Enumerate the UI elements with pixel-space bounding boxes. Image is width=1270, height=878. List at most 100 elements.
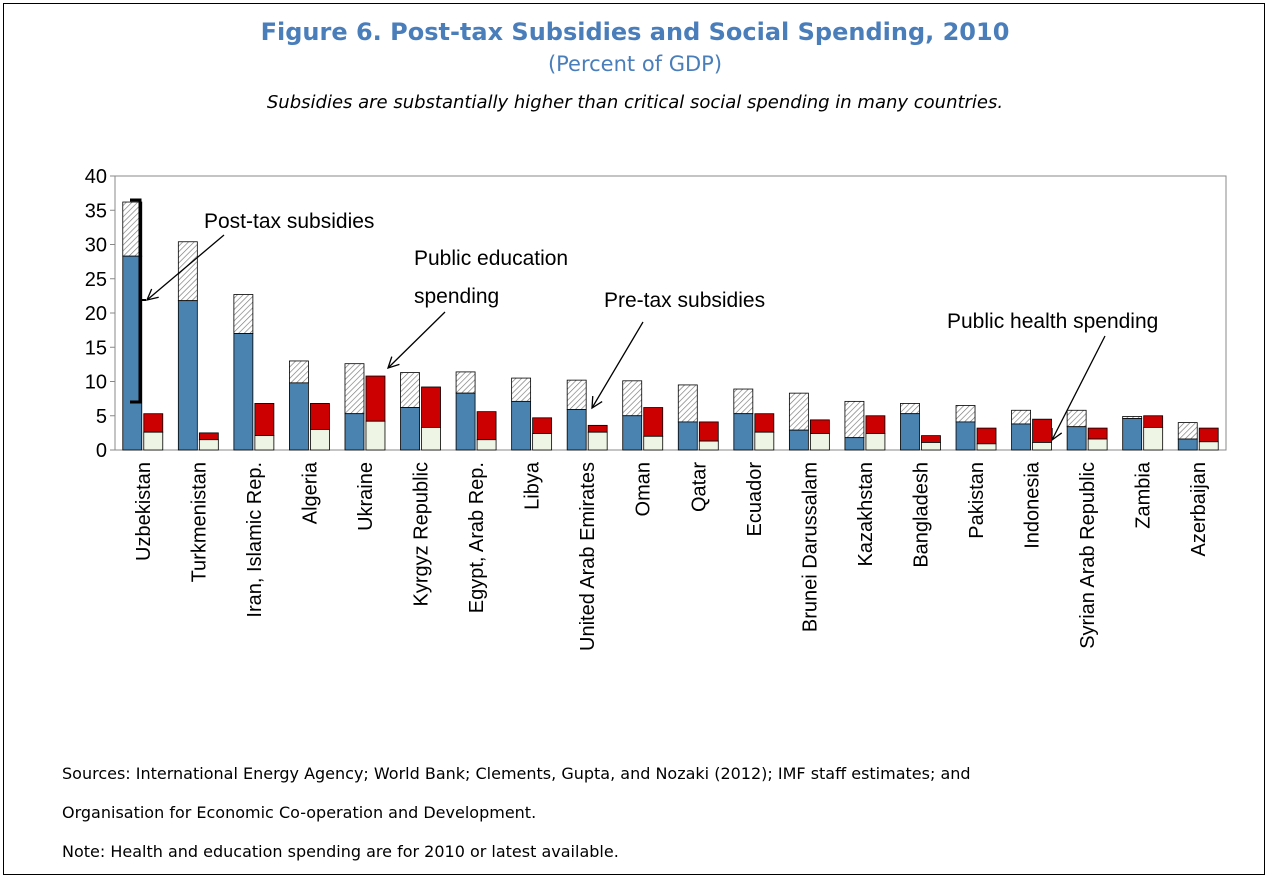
category-label: Egypt, Arab Rep.	[466, 462, 488, 613]
bar-pretax-subsidies	[1122, 418, 1143, 451]
bar-posttax-subsidies	[733, 388, 754, 415]
bar-health-spending	[921, 442, 941, 451]
bar-health-spending	[809, 433, 830, 451]
category-label: Syrian Arab Republic	[1077, 462, 1099, 649]
bar-pretax-subsidies	[1066, 426, 1087, 451]
bar-pretax-subsidies	[289, 382, 309, 451]
annotation-posttax-arrow-head	[145, 288, 159, 301]
bar-education-spending	[976, 427, 997, 445]
category-label: Brunei Darussalam	[799, 462, 821, 632]
bar-health-spending	[754, 431, 775, 451]
bar-posttax-subsidies	[844, 400, 865, 439]
bar-pretax-subsidies	[511, 400, 532, 451]
bar-education-spending	[310, 403, 330, 430]
bar-education-spending	[1032, 418, 1052, 443]
annotation-education-arrow-head	[386, 356, 400, 370]
bar-posttax-subsidies	[233, 294, 254, 334]
bar-pretax-subsidies	[622, 415, 643, 451]
y-tick-label: 0	[96, 440, 107, 462]
bar-health-spending	[976, 443, 997, 451]
category-label: Ecuador	[744, 462, 766, 537]
bar-health-spending	[421, 426, 441, 451]
bar-education-spending	[865, 415, 886, 434]
annotation-education-line2: spending	[414, 285, 499, 308]
annotation-pretax-arrow	[591, 321, 644, 409]
bar-health-spending	[1032, 442, 1052, 451]
annotation-education-arrow	[387, 311, 446, 369]
bar-health-spending	[1198, 441, 1219, 451]
bar-health-spending	[587, 431, 608, 451]
category-label: Uzbekistan	[133, 462, 155, 561]
bar-posttax-subsidies	[677, 384, 698, 423]
annotation-health-arrow-head	[1051, 427, 1063, 442]
bar-posttax-subsidies	[955, 405, 976, 423]
y-tick-label: 35	[85, 200, 107, 222]
bar-health-spending	[532, 433, 553, 451]
bar-health-spending	[198, 439, 219, 451]
bar-education-spending	[1087, 427, 1108, 440]
bar-pretax-subsidies	[344, 413, 365, 451]
bar-posttax-subsidies	[344, 363, 365, 415]
annotation-pretax-subsidies: Pre-tax subsidies	[604, 289, 765, 312]
category-label: Qatar	[688, 462, 710, 512]
bar-education-spending	[365, 375, 386, 422]
chart-title: Figure 6. Post-tax Subsidies and Social …	[260, 18, 1010, 46]
annotation-health-spending: Public health spending	[947, 310, 1158, 333]
bar-pretax-subsidies	[455, 392, 476, 451]
bar-education-spending	[532, 417, 553, 434]
bar-posttax-subsidies	[289, 360, 309, 384]
annotation-health-arrow	[1051, 335, 1106, 441]
category-label: Kazakhstan	[855, 462, 877, 567]
bar-pretax-subsidies	[400, 407, 420, 451]
bar-posttax-subsidies	[1177, 422, 1198, 440]
category-label: Algeria	[299, 461, 321, 524]
y-tick-label: 25	[85, 269, 107, 291]
figure-frame	[3, 3, 1265, 875]
bar-pretax-subsidies	[677, 421, 698, 451]
y-tick-label: 40	[85, 166, 107, 188]
bar-education-spending	[587, 424, 608, 433]
bar-pretax-subsidies	[788, 429, 809, 451]
bar-education-spending	[254, 403, 275, 437]
bar-posttax-subsidies	[400, 372, 420, 408]
bar-pretax-subsidies	[1011, 423, 1031, 451]
bar-health-spending	[643, 435, 664, 451]
bar-education-spending	[643, 407, 664, 437]
footnote: Note: Health and education spending are …	[62, 842, 619, 861]
y-tick-label: 15	[85, 337, 107, 359]
category-label: Azerbaijan	[1188, 462, 1210, 557]
bar-pretax-subsidies	[1177, 438, 1198, 451]
bar-education-spending	[198, 432, 219, 441]
category-label: Iran, Islamic Rep.	[244, 462, 266, 618]
category-label: United Arab Emirates	[577, 462, 599, 651]
bar-education-spending	[921, 435, 941, 443]
bar-pretax-subsidies	[177, 300, 198, 451]
annotation-posttax-arrow	[146, 234, 225, 301]
bar-health-spending	[365, 420, 386, 451]
bar-health-spending	[476, 439, 497, 451]
bar-pretax-subsidies	[566, 409, 587, 451]
bar-education-spending	[1198, 427, 1219, 443]
category-label: Indonesia	[1022, 461, 1044, 549]
bar-education-spending	[143, 413, 164, 433]
chart-subtitle: (Percent of GDP)	[547, 52, 723, 76]
bar-education-spending	[698, 421, 719, 442]
category-label: Turkmenistan	[188, 462, 210, 582]
category-label: Pakistan	[966, 462, 988, 539]
bar-health-spending	[254, 435, 275, 451]
bar-posttax-subsidies	[1066, 409, 1087, 428]
y-tick-label: 5	[96, 406, 107, 428]
category-label: Zambia	[1133, 461, 1155, 529]
bar-posttax-subsidies	[1011, 409, 1031, 425]
bar-health-spending	[1143, 426, 1164, 451]
bar-posttax-subsidies	[900, 403, 920, 415]
bar-pretax-subsidies	[233, 333, 254, 451]
bar-posttax-subsidies	[566, 379, 587, 410]
bar-pretax-subsidies	[844, 437, 865, 451]
category-label: Ukraine	[355, 462, 377, 531]
annotation-pretax-arrow-head	[591, 395, 603, 410]
chart-caption: Subsidies are substantially higher than …	[266, 92, 1004, 113]
category-label: Kyrgyz Republic	[411, 462, 433, 607]
bar-pretax-subsidies	[733, 413, 754, 451]
bar-posttax-subsidies	[511, 377, 532, 402]
